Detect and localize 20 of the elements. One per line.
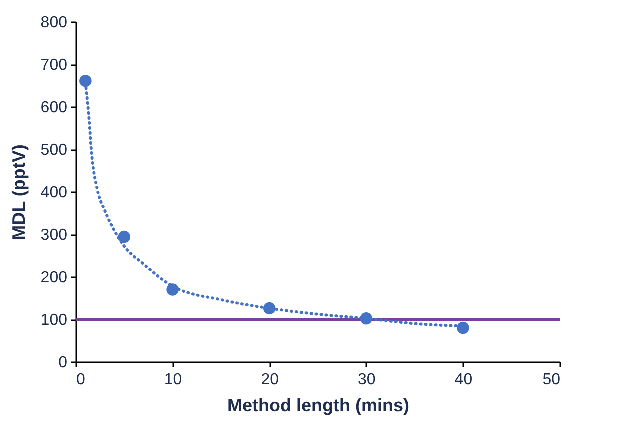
x-axis-title: Method length (mins) [228, 396, 410, 416]
y-tick-label: 100 [40, 312, 68, 329]
y-tick-label: 800 [40, 14, 68, 32]
x-tick-label: 50 [542, 372, 561, 388]
y-tick-label: 300 [40, 227, 68, 244]
y-tick-label: 200 [40, 270, 68, 286]
y-tick-label: 400 [40, 184, 68, 202]
point [118, 230, 131, 244]
point [80, 74, 92, 88]
y-tick-label: 500 [40, 142, 68, 159]
x-tick-label: 0 [76, 372, 86, 388]
x-tick-label: 30 [358, 372, 376, 388]
point [457, 322, 470, 334]
x-tick-label: 40 [454, 372, 473, 388]
y-axis-title: MDL (pptV) [8, 144, 29, 240]
x-tick-label: 10 [164, 372, 182, 388]
x-tick-label: 20 [261, 372, 280, 388]
y-tick-label: 600 [40, 100, 68, 116]
y-tick-label: 0 [58, 354, 68, 372]
y-tick-label: 700 [40, 57, 68, 74]
